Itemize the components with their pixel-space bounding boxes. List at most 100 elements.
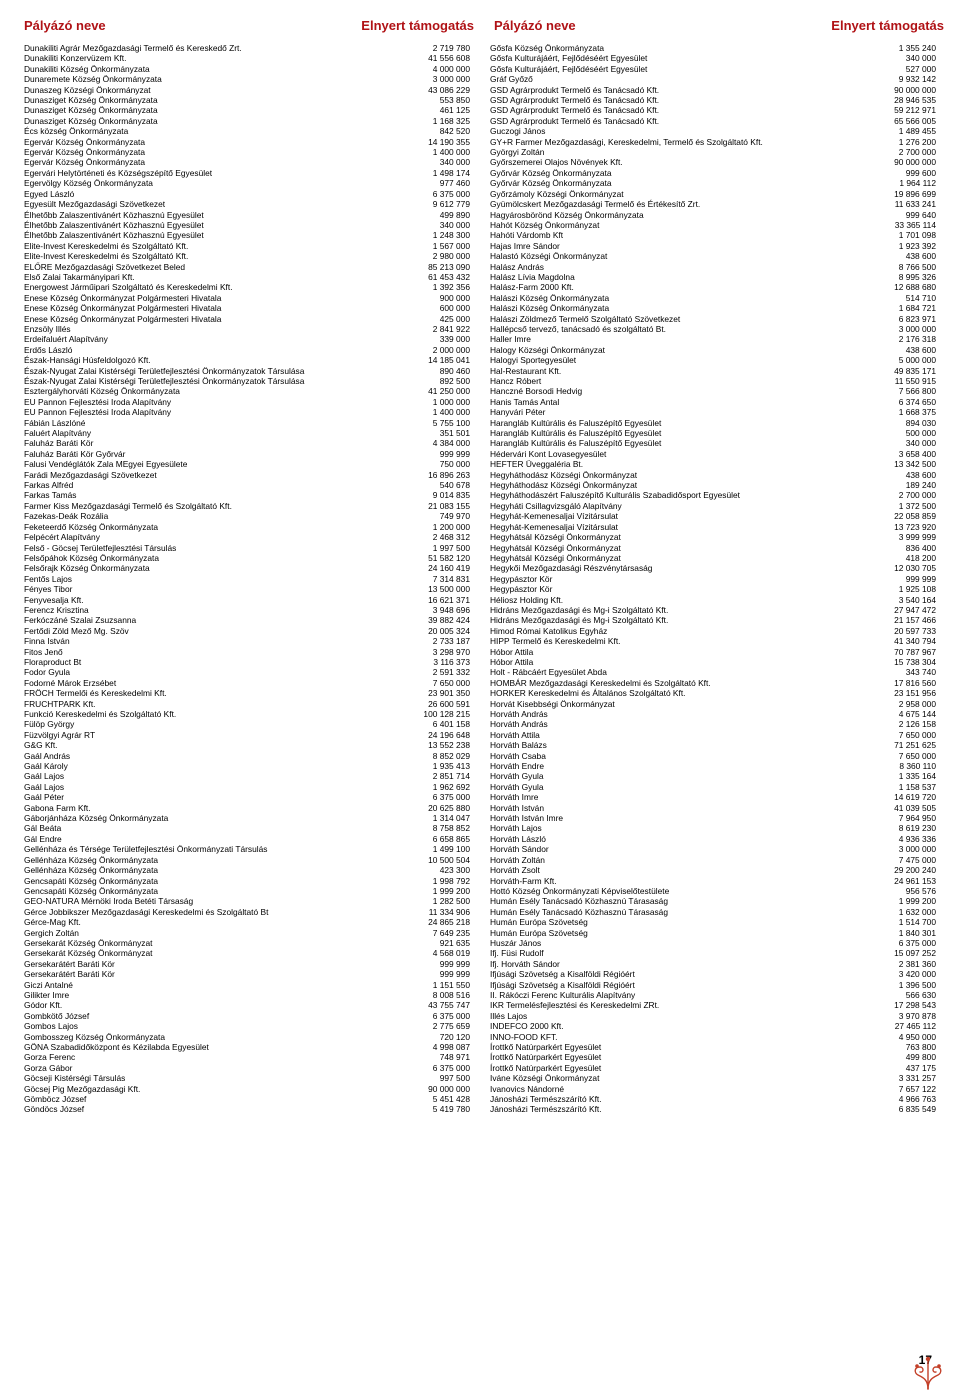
- amount-value: 720 120: [360, 1032, 470, 1042]
- table-row: Felpécért Alapítvány2 468 312: [24, 532, 470, 542]
- table-row: ELŐRE Mezőgazdasági Szövetkezet Beled85 …: [24, 262, 470, 272]
- applicant-name: Gősfa Község Önkormányzata: [490, 43, 820, 53]
- table-row: Faluház Baráti Kör Győrvár999 999: [24, 449, 470, 459]
- table-row: Ferkóczáné Szalai Zsuzsanna39 882 424: [24, 615, 470, 625]
- amount-value: 6 658 865: [360, 834, 470, 844]
- applicant-name: Gömböcz József: [24, 1094, 354, 1104]
- applicant-name: Gódor Kft.: [24, 1000, 354, 1010]
- amount-value: 8 008 516: [360, 990, 470, 1000]
- amount-value: 4 936 336: [826, 834, 936, 844]
- amount-value: 4 950 000: [826, 1032, 936, 1042]
- amount-value: 90 000 000: [360, 1084, 470, 1094]
- table-row: Farmer Kiss Mezőgazdasági Termelő és Szo…: [24, 501, 470, 511]
- applicant-name: Hegyháthodászért Faluszépítő Kulturális …: [490, 490, 820, 500]
- amount-value: 999 999: [826, 574, 936, 584]
- table-row: Halász Lívia Magdolna8 995 326: [490, 272, 936, 282]
- table-row: Élhetőbb Zalaszentivánért Közhasznú Egye…: [24, 220, 470, 230]
- applicant-name: FRÖCH Termelői és Kereskedelmi Kft.: [24, 688, 354, 698]
- applicant-name: Fényes Tibor: [24, 584, 354, 594]
- amount-value: 27 465 112: [826, 1021, 936, 1031]
- table-row: Első Zalai Takarmányipari Kft.61 453 432: [24, 272, 470, 282]
- table-row: Hóbor Attila70 787 967: [490, 647, 936, 657]
- applicant-name: GSD Agrárprodukt Termelő és Tanácsadó Kf…: [490, 95, 820, 105]
- table-row: GSD Agrárprodukt Termelő és Tanácsadó Kf…: [490, 105, 936, 115]
- amount-value: 566 630: [826, 990, 936, 1000]
- amount-value: 1 998 792: [360, 876, 470, 886]
- amount-value: 19 896 699: [826, 189, 936, 199]
- applicant-name: Fazekas-Deák Rozália: [24, 511, 354, 521]
- table-row: Gellénháza Község Önkormányzata423 300: [24, 865, 470, 875]
- applicant-name: Gellénháza és Térsége Területfejlesztési…: [24, 844, 354, 854]
- applicant-name: Hanczné Borsodi Hedvig: [490, 386, 820, 396]
- table-row: Halászi Zöldmező Termelő Szolgáltató Szö…: [490, 314, 936, 324]
- amount-value: 438 600: [826, 345, 936, 355]
- applicant-name: Halászi Község Önkormányzata: [490, 303, 820, 313]
- table-row: Enese Község Önkormányzat Polgármesteri …: [24, 314, 470, 324]
- applicant-name: Farádi Mezőgazdasági Szövetkezet: [24, 470, 354, 480]
- table-row: Gyümölcskert Mezőgazdasági Termelő és Ér…: [490, 199, 936, 209]
- applicant-name: Horváth András: [490, 719, 820, 729]
- amount-value: 6 375 000: [360, 1063, 470, 1073]
- applicant-name: Gáborjánháza Község Önkormányzata: [24, 813, 354, 823]
- table-row: Gergich Zoltán7 649 235: [24, 928, 470, 938]
- amount-value: 999 640: [826, 210, 936, 220]
- applicant-name: Enese Község Önkormányzat Polgármesteri …: [24, 303, 354, 313]
- table-row: Erdeifaluért Alapítvány339 000: [24, 334, 470, 344]
- amount-value: 1 200 000: [360, 522, 470, 532]
- amount-value: 2 700 000: [826, 147, 936, 157]
- amount-value: 343 740: [826, 667, 936, 677]
- table-row: GY+R Farmer Mezőgazdasági, Kereskedelmi,…: [490, 137, 936, 147]
- amount-value: 189 240: [826, 480, 936, 490]
- applicant-name: Gencsapáti Község Önkormányzata: [24, 886, 354, 896]
- table-row: Horváth Lajos8 619 230: [490, 823, 936, 833]
- applicant-name: HIPP Termelő és Kereskedelmi Kft.: [490, 636, 820, 646]
- table-row: Enese Község Önkormányzat Polgármesteri …: [24, 293, 470, 303]
- table-row: Gaál Lajos2 851 714: [24, 771, 470, 781]
- amount-value: 1 999 200: [360, 886, 470, 896]
- table-row: Harangláb Kultúrális és Faluszépítő Egye…: [490, 418, 936, 428]
- applicant-name: Hegyhátsál Községi Önkormányzat: [490, 532, 820, 542]
- amount-value: 921 635: [360, 938, 470, 948]
- table-row: Dunasziget Község Önkormányzata461 125: [24, 105, 470, 115]
- amount-value: 12 688 680: [826, 282, 936, 292]
- table-row: Gombos Lajos2 775 659: [24, 1021, 470, 1031]
- applicant-name: Horváth Gyula: [490, 771, 820, 781]
- amount-value: 22 058 859: [826, 511, 936, 521]
- table-row: IKR Termelésfejlesztési és Kereskedelmi …: [490, 1000, 936, 1010]
- table-row: Fodor Gyula2 591 332: [24, 667, 470, 677]
- table-row: Hegyhátsál Községi Önkormányzat3 999 999: [490, 532, 936, 542]
- amount-value: 600 000: [360, 303, 470, 313]
- applicant-name: Ifjúsági Szövetség a Kisalföldi Régióért: [490, 980, 820, 990]
- applicant-name: Gellénháza Község Önkormányzata: [24, 855, 354, 865]
- table-row: Hegyhát-Kemenesaljai Vízitársulat22 058 …: [490, 511, 936, 521]
- applicant-name: Harangláb Kultúrális és Faluszépítő Egye…: [490, 428, 820, 438]
- table-row: Faluház Baráti Kör4 384 000: [24, 438, 470, 448]
- applicant-name: Horváth István: [490, 803, 820, 813]
- table-row: Halogy Községi Önkormányzat 438 600: [490, 345, 936, 355]
- table-row: Hancz Róbert11 550 915: [490, 376, 936, 386]
- table-row: Hegyhát-Kemenesaljai Vízitársulat13 723 …: [490, 522, 936, 532]
- table-row: Horvát Kisebbségi Önkormányzat2 958 000: [490, 699, 936, 709]
- amount-value: 28 946 535: [826, 95, 936, 105]
- table-row: Felső - Göcsej Területfejlesztési Társul…: [24, 543, 470, 553]
- applicant-name: FRUCHTPARK Kft.: [24, 699, 354, 709]
- amount-value: 4 966 763: [826, 1094, 936, 1104]
- applicant-name: GSD Agrárprodukt Termelő és Tanácsadó Kf…: [490, 116, 820, 126]
- table-row: GSD Agrárprodukt Termelő és Tanácsadó Kf…: [490, 116, 936, 126]
- table-row: Hegykői Mezőgazdasági Részvénytársaság12…: [490, 563, 936, 573]
- amount-value: 24 196 648: [360, 730, 470, 740]
- applicant-name: Hegyháti Csillagvizsgáló Alapítvány: [490, 501, 820, 511]
- applicant-name: INNO-FOOD KFT.: [490, 1032, 820, 1042]
- table-row: Hahót Község Önkormányzat33 365 114: [490, 220, 936, 230]
- amount-value: 1 400 000: [360, 147, 470, 157]
- applicant-name: Horváth Csaba: [490, 751, 820, 761]
- applicant-name: Faluház Baráti Kör: [24, 438, 354, 448]
- table-row: Gellénháza és Térsége Területfejlesztési…: [24, 844, 470, 854]
- amount-value: 23 151 956: [826, 688, 936, 698]
- applicant-name: Halogy Községi Önkormányzat: [490, 345, 820, 355]
- amount-value: 10 500 504: [360, 855, 470, 865]
- amount-value: 763 800: [826, 1042, 936, 1052]
- amount-value: 43 086 229: [360, 85, 470, 95]
- applicant-name: Dunaszeg Községi Önkormányzat: [24, 85, 354, 95]
- amount-value: 61 453 432: [360, 272, 470, 282]
